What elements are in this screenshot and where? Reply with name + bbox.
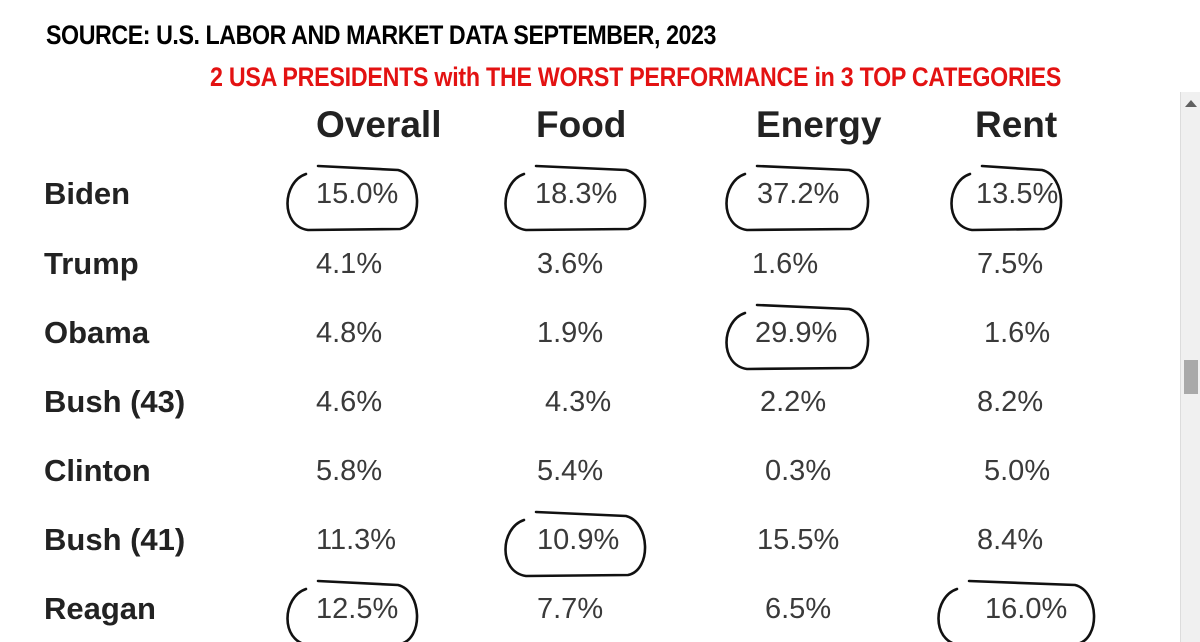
row-label: Reagan <box>44 591 156 626</box>
cell-energy: 6.5% <box>765 593 832 625</box>
cell-food: 1.9% <box>537 317 604 349</box>
row-label: Clinton <box>44 453 151 488</box>
circle-mark <box>725 303 870 371</box>
cell-energy: 29.9% <box>755 317 838 349</box>
cell-overall: 5.8% <box>316 455 383 487</box>
cell-energy: 15.5% <box>757 524 840 556</box>
cell-food: 18.3% <box>535 178 618 210</box>
column-header-energy: Energy <box>756 104 882 145</box>
cell-rent: 1.6% <box>984 317 1051 349</box>
circle-mark <box>286 579 419 642</box>
cell-rent: 8.4% <box>977 524 1044 556</box>
cell-overall: 15.0% <box>316 178 399 210</box>
row-label: Trump <box>44 246 139 281</box>
cell-overall: 4.8% <box>316 317 383 349</box>
cell-overall: 12.5% <box>316 593 399 625</box>
row-label: Obama <box>44 315 150 350</box>
cell-energy: 0.3% <box>765 455 832 487</box>
cell-rent: 5.0% <box>984 455 1051 487</box>
cell-overall: 11.3% <box>316 524 397 556</box>
cell-food: 4.3% <box>545 386 612 418</box>
column-header-overall: Overall <box>316 104 442 145</box>
circle-mark <box>937 579 1096 642</box>
circle-mark <box>286 164 419 232</box>
headline: 2 USA PRESIDENTS with THE WORST PERFORMA… <box>210 62 1062 92</box>
cell-energy: 1.6% <box>752 248 819 280</box>
cell-energy: 2.2% <box>760 386 827 418</box>
cell-energy: 37.2% <box>757 178 840 210</box>
circle-mark <box>504 510 647 578</box>
cell-overall: 4.6% <box>316 386 383 418</box>
source-line: SOURCE: U.S. LABOR AND MARKET DATA SEPTE… <box>46 20 717 50</box>
column-header-rent: Rent <box>975 104 1058 145</box>
row-label: Biden <box>44 176 131 211</box>
cell-food: 5.4% <box>537 455 604 487</box>
circle-mark <box>950 164 1063 232</box>
cell-overall: 4.1% <box>316 248 383 280</box>
scroll-up-arrow-icon[interactable] <box>1185 100 1197 107</box>
column-header-food: Food <box>536 104 627 145</box>
cell-rent: 8.2% <box>977 386 1044 418</box>
cell-food: 3.6% <box>537 248 604 280</box>
circle-mark <box>725 164 870 232</box>
row-label: Bush (43) <box>44 384 186 419</box>
cell-food: 7.7% <box>537 593 604 625</box>
cell-food: 10.9% <box>537 524 620 556</box>
scrollbar-thumb[interactable] <box>1184 360 1198 394</box>
circle-mark <box>504 164 647 232</box>
cell-rent: 13.5% <box>976 178 1059 210</box>
cell-rent: 16.0% <box>985 593 1068 625</box>
cell-rent: 7.5% <box>977 248 1044 280</box>
row-label: Bush (41) <box>44 522 186 557</box>
